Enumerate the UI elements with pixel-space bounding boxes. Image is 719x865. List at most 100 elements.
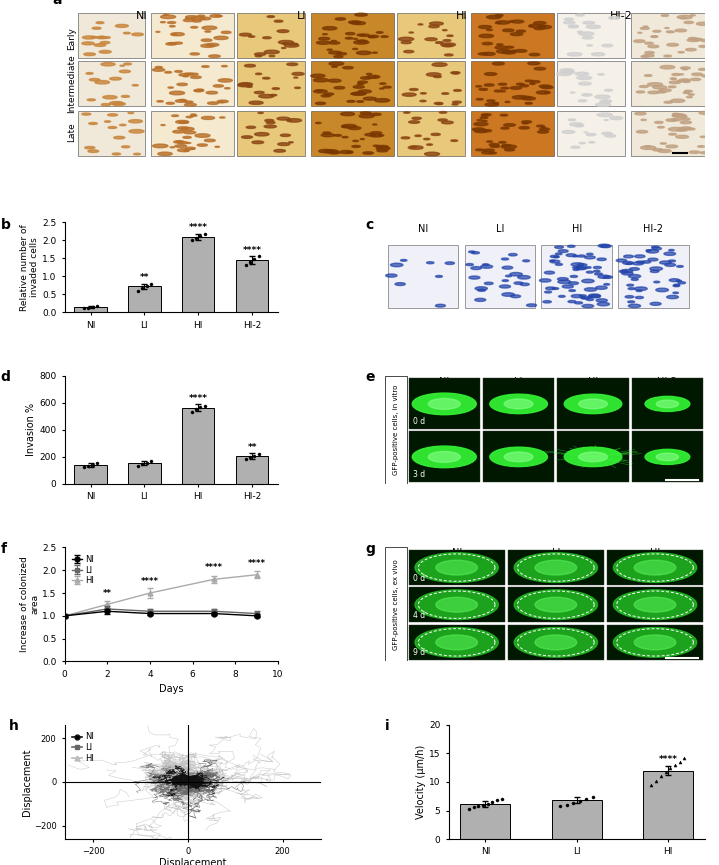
Text: ****: **** bbox=[141, 577, 159, 586]
Circle shape bbox=[351, 22, 358, 24]
Circle shape bbox=[666, 119, 677, 121]
Circle shape bbox=[175, 99, 187, 102]
Text: ****: **** bbox=[189, 223, 208, 232]
Circle shape bbox=[518, 276, 530, 279]
FancyBboxPatch shape bbox=[78, 13, 145, 58]
Circle shape bbox=[593, 266, 601, 269]
Circle shape bbox=[180, 99, 186, 100]
Circle shape bbox=[373, 77, 377, 78]
FancyBboxPatch shape bbox=[311, 13, 394, 58]
Circle shape bbox=[442, 29, 447, 30]
Circle shape bbox=[479, 35, 493, 38]
Circle shape bbox=[357, 100, 364, 102]
Circle shape bbox=[502, 279, 508, 281]
Circle shape bbox=[533, 22, 546, 24]
Circle shape bbox=[684, 22, 693, 23]
Circle shape bbox=[426, 73, 441, 76]
Circle shape bbox=[700, 136, 706, 138]
Circle shape bbox=[425, 38, 437, 41]
Text: 0 d: 0 d bbox=[413, 417, 426, 426]
Circle shape bbox=[538, 26, 546, 28]
Circle shape bbox=[183, 75, 188, 77]
Circle shape bbox=[510, 86, 522, 89]
Circle shape bbox=[170, 33, 184, 35]
Circle shape bbox=[638, 32, 642, 33]
Circle shape bbox=[673, 285, 679, 286]
Circle shape bbox=[495, 22, 501, 23]
Circle shape bbox=[522, 97, 536, 100]
FancyBboxPatch shape bbox=[607, 587, 703, 622]
Circle shape bbox=[595, 103, 610, 106]
Circle shape bbox=[501, 91, 505, 92]
Circle shape bbox=[157, 152, 173, 156]
Circle shape bbox=[453, 101, 462, 103]
Circle shape bbox=[442, 93, 449, 94]
Text: HI: HI bbox=[572, 224, 582, 234]
Circle shape bbox=[485, 103, 498, 106]
Circle shape bbox=[206, 43, 219, 46]
Text: g: g bbox=[365, 541, 375, 555]
Circle shape bbox=[185, 103, 196, 106]
Circle shape bbox=[172, 115, 178, 117]
Circle shape bbox=[134, 153, 140, 155]
Circle shape bbox=[555, 264, 562, 266]
Circle shape bbox=[360, 138, 365, 139]
Circle shape bbox=[569, 290, 575, 292]
Circle shape bbox=[255, 132, 269, 136]
Circle shape bbox=[88, 150, 99, 152]
Y-axis label: Displacement: Displacement bbox=[22, 748, 32, 816]
Circle shape bbox=[246, 126, 255, 128]
Circle shape bbox=[186, 16, 198, 18]
Circle shape bbox=[183, 137, 191, 138]
Circle shape bbox=[514, 282, 523, 285]
Circle shape bbox=[602, 44, 613, 47]
Circle shape bbox=[568, 300, 576, 303]
Circle shape bbox=[635, 255, 645, 258]
Circle shape bbox=[184, 131, 196, 134]
Circle shape bbox=[604, 119, 608, 120]
Circle shape bbox=[426, 262, 434, 264]
Circle shape bbox=[539, 85, 551, 87]
Circle shape bbox=[294, 77, 298, 78]
Circle shape bbox=[434, 102, 443, 105]
Circle shape bbox=[469, 276, 480, 279]
Circle shape bbox=[249, 101, 263, 105]
Circle shape bbox=[183, 19, 194, 22]
Circle shape bbox=[645, 52, 654, 54]
Circle shape bbox=[535, 597, 577, 612]
Circle shape bbox=[514, 553, 597, 582]
Text: **: ** bbox=[247, 443, 257, 452]
Circle shape bbox=[582, 304, 594, 308]
Circle shape bbox=[195, 90, 203, 92]
Circle shape bbox=[589, 294, 600, 298]
Circle shape bbox=[493, 102, 498, 104]
Circle shape bbox=[602, 132, 612, 135]
Circle shape bbox=[363, 97, 376, 100]
Circle shape bbox=[660, 66, 675, 69]
Circle shape bbox=[485, 73, 497, 75]
FancyBboxPatch shape bbox=[471, 111, 554, 156]
Circle shape bbox=[526, 80, 533, 82]
Circle shape bbox=[564, 18, 574, 21]
Circle shape bbox=[110, 77, 122, 80]
Circle shape bbox=[502, 144, 510, 146]
Circle shape bbox=[634, 561, 676, 575]
Circle shape bbox=[499, 142, 506, 143]
Circle shape bbox=[92, 27, 101, 29]
Circle shape bbox=[558, 250, 568, 253]
Circle shape bbox=[600, 245, 611, 247]
Circle shape bbox=[644, 54, 654, 57]
Circle shape bbox=[363, 151, 373, 154]
FancyBboxPatch shape bbox=[557, 61, 625, 106]
Circle shape bbox=[534, 28, 544, 29]
Circle shape bbox=[596, 298, 608, 302]
Circle shape bbox=[172, 34, 177, 35]
Circle shape bbox=[274, 150, 285, 152]
Circle shape bbox=[83, 36, 96, 39]
Circle shape bbox=[82, 113, 91, 115]
Circle shape bbox=[645, 449, 690, 465]
Circle shape bbox=[214, 85, 224, 87]
Circle shape bbox=[436, 42, 444, 43]
Circle shape bbox=[628, 301, 635, 303]
Circle shape bbox=[186, 147, 196, 150]
